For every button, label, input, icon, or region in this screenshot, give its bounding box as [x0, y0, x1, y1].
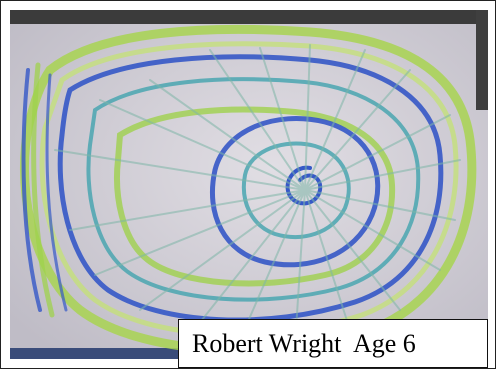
inner-blue-ring: [209, 116, 381, 268]
left-crayon-strokes: [21, 62, 68, 318]
outer-blue-ring: [57, 54, 444, 323]
paper-top-edge: [10, 10, 488, 24]
spiral-crayon-drawing: [10, 10, 488, 359]
outer-green-ring: [19, 24, 477, 355]
middle-green-ring: [114, 106, 396, 287]
outer-green-ring-2: [39, 41, 459, 337]
spiral-center: [285, 165, 323, 206]
paper-right-edge: [476, 10, 488, 110]
teal-ring: [86, 77, 421, 302]
paper-bottom-edge: [10, 348, 180, 359]
radial-hatch-strokes: [54, 44, 461, 346]
inner-teal-ring: [241, 141, 351, 239]
child-drawing-photo: [10, 10, 488, 359]
caption-box: Robert Wright Age 6: [178, 319, 488, 368]
